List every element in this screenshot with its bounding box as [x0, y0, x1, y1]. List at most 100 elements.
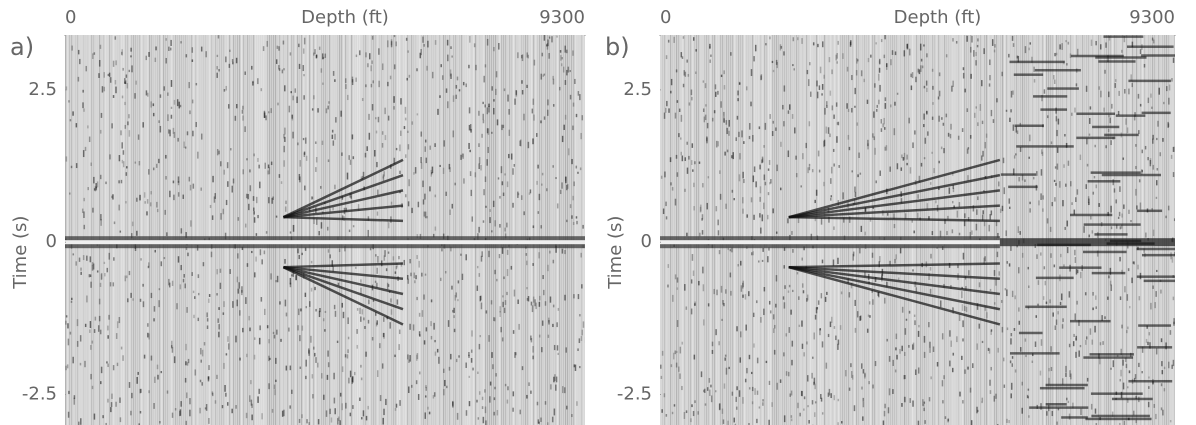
speckle: [246, 354, 248, 357]
trace: [201, 35, 202, 425]
speckle: [500, 327, 502, 332]
trace: [109, 35, 110, 425]
speckle: [1109, 118, 1111, 124]
speckle: [1065, 40, 1067, 42]
speckle: [751, 69, 753, 76]
speckle: [957, 211, 959, 218]
speckle: [709, 390, 711, 396]
speckle: [286, 313, 288, 317]
speckle: [259, 325, 261, 330]
speckle: [450, 46, 452, 49]
speckle: [242, 328, 244, 332]
speckle: [675, 351, 677, 355]
trace: [694, 35, 695, 425]
speckle: [1013, 124, 1015, 130]
speckle: [456, 85, 458, 89]
speckle: [333, 71, 335, 76]
speckle: [1156, 180, 1158, 185]
speckle: [1139, 296, 1141, 300]
speckle: [115, 87, 117, 94]
speckle: [101, 274, 103, 280]
speckle: [981, 401, 983, 403]
speckle: [807, 405, 809, 407]
speckle: [1047, 218, 1049, 223]
speckle: [391, 202, 393, 205]
speckle: [1064, 134, 1066, 136]
speckle: [1012, 90, 1014, 94]
speckle: [746, 368, 748, 373]
speckle: [930, 182, 932, 185]
speckle: [171, 345, 173, 348]
speckle: [580, 133, 582, 139]
speckle: [1164, 388, 1166, 391]
trace: [994, 35, 995, 425]
speckle: [788, 290, 790, 292]
speckle: [857, 174, 859, 177]
speckle: [1168, 362, 1170, 369]
speckle: [684, 189, 686, 192]
speckle: [201, 134, 203, 140]
speckle: [486, 310, 488, 313]
speckle: [507, 269, 509, 276]
speckle: [1088, 199, 1090, 203]
speckle: [223, 363, 225, 369]
speckle: [394, 35, 396, 37]
speckle: [334, 305, 336, 309]
speckle: [834, 395, 836, 400]
trace: [698, 35, 699, 425]
speckle: [1092, 292, 1094, 296]
speckle: [537, 165, 539, 169]
speckle: [1010, 109, 1012, 112]
speckle: [163, 86, 165, 90]
speckle: [753, 313, 755, 317]
reflection-segment: [1085, 418, 1129, 421]
speckle: [801, 321, 803, 327]
speckle: [489, 217, 491, 223]
trace: [71, 35, 72, 425]
speckle: [998, 271, 1000, 275]
speckle: [811, 373, 813, 379]
speckle: [526, 287, 528, 289]
speckle: [264, 251, 266, 255]
speckle: [257, 158, 259, 162]
speckle: [111, 394, 113, 399]
speckle: [746, 214, 748, 217]
speckle: [206, 312, 208, 317]
speckle: [300, 367, 302, 369]
speckle: [738, 132, 740, 137]
speckle: [492, 364, 494, 369]
speckle: [695, 72, 697, 74]
speckle: [322, 53, 324, 59]
speckle: [676, 363, 678, 368]
speckle: [554, 409, 556, 416]
speckle: [942, 333, 944, 339]
speckle: [986, 312, 988, 318]
speckle: [68, 391, 70, 394]
speckle: [903, 375, 905, 379]
reflection-segment: [1010, 61, 1065, 64]
speckle: [1055, 183, 1057, 186]
trace: [878, 35, 879, 425]
speckle: [876, 109, 878, 112]
trace: [247, 35, 248, 425]
speckle: [248, 316, 250, 320]
speckle: [570, 95, 572, 100]
speckle: [463, 178, 465, 183]
speckle: [146, 211, 148, 215]
speckle: [1037, 304, 1039, 306]
speckle: [364, 326, 366, 329]
speckle: [906, 319, 908, 321]
speckle: [709, 59, 711, 62]
speckle: [94, 414, 96, 420]
trace: [555, 35, 556, 425]
speckle: [435, 195, 437, 198]
speckle: [130, 411, 132, 416]
speckle: [982, 121, 984, 124]
trace: [904, 35, 905, 425]
speckle: [413, 273, 415, 279]
speckle: [1114, 188, 1116, 192]
y-tick-label: 0: [641, 231, 652, 252]
speckle: [1020, 347, 1022, 352]
speckle: [1050, 253, 1052, 258]
speckle: [265, 163, 267, 169]
